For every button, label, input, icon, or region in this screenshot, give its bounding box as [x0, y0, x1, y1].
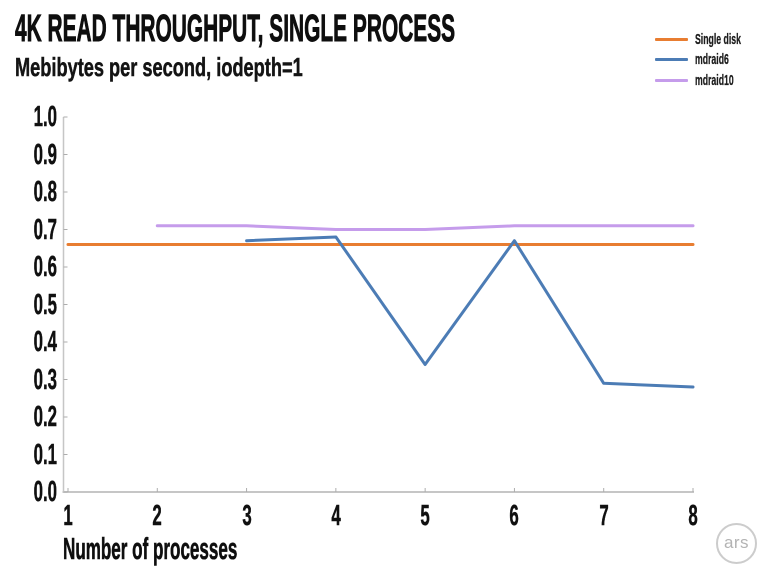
- legend-label: mdraid6: [695, 51, 729, 69]
- y-tick-label-0.1: 0.1: [33, 438, 57, 471]
- x-tick-label-3: 3: [241, 500, 252, 532]
- y-tick-label-0.5: 0.5: [33, 288, 57, 321]
- y-tick-label-1.0: 1.0: [33, 101, 57, 133]
- x-tick-label-5: 5: [420, 500, 430, 532]
- series-line-mdraid6: [245, 235, 695, 389]
- y-tick-label-0.3: 0.3: [33, 363, 57, 396]
- y-tick-label-0.8: 0.8: [33, 176, 57, 208]
- x-tick-label-1: 1: [63, 500, 73, 532]
- ars-logo-badge: ars: [716, 523, 757, 564]
- legend-item-mdraid6: mdraid6: [655, 50, 768, 71]
- legend-swatch-icon: [655, 37, 688, 41]
- x-tick-label-6: 6: [509, 500, 520, 532]
- y-tick-label-0.7: 0.7: [33, 213, 57, 246]
- chart-title: 4K READ THROUGHPUT, SINGLE PROCESS: [15, 8, 456, 51]
- legend-swatch-icon: [655, 58, 688, 62]
- y-tick-label-0.9: 0.9: [33, 138, 57, 171]
- ars-logo-text: ars: [723, 532, 750, 552]
- y-tick-label-0.6: 0.6: [33, 251, 57, 283]
- x-tick-label-2: 2: [152, 500, 162, 532]
- x-tick-label-7: 7: [599, 500, 609, 532]
- legend-swatch-icon: [655, 78, 688, 82]
- x-tick-label-8: 8: [688, 500, 698, 532]
- y-tick-label-0.0: 0.0: [33, 476, 57, 508]
- chart-subtitle: Mebibytes per second, iodepth=1: [15, 52, 303, 83]
- legend-label: Single disk: [695, 30, 741, 48]
- legend: Single disk mdraid6 mdraid10: [655, 29, 768, 91]
- legend-label: mdraid10: [695, 71, 734, 89]
- x-axis-title: Number of processes: [63, 531, 238, 566]
- legend-item-mdraid10: mdraid10: [655, 70, 768, 91]
- series-line-mdraid10: [155, 224, 695, 231]
- legend-item-single-disk: Single disk: [655, 29, 768, 50]
- x-tick-label-4: 4: [331, 500, 341, 532]
- y-tick-label-0.4: 0.4: [33, 326, 57, 358]
- y-tick-label-0.2: 0.2: [33, 401, 57, 433]
